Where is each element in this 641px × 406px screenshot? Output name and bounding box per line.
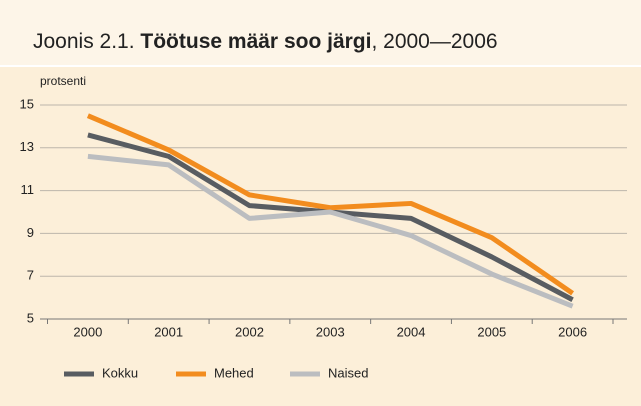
y-tick-label: 5 — [27, 310, 34, 325]
x-tick-label: 2003 — [316, 324, 345, 339]
y-tick-label: 7 — [27, 268, 34, 283]
series-line — [86, 113, 575, 296]
series-line — [87, 153, 574, 309]
title-band — [0, 0, 641, 66]
title-part: Joonis 2.1. — [33, 30, 140, 53]
y-tick-label: 9 — [27, 225, 34, 240]
legend-label: Naised — [328, 365, 368, 380]
y-tick-label: 15 — [20, 96, 34, 111]
y-tick-label: 11 — [21, 182, 35, 197]
x-tick-label: 2004 — [397, 324, 426, 339]
legend-label: Kokku — [102, 365, 138, 380]
x-tick-label: 2002 — [235, 324, 264, 339]
title-part: , 2000—2006 — [371, 30, 497, 53]
y-axis-label: protsenti — [40, 74, 86, 88]
title-part: Töötuse määr soo järgi — [140, 30, 371, 53]
x-tick-label: 2006 — [558, 324, 587, 339]
y-tick-label: 13 — [20, 139, 34, 154]
x-tick-label: 2000 — [73, 324, 102, 339]
x-tick-label: 2001 — [154, 324, 183, 339]
chart-title: Joonis 2.1. Töötuse määr soo järgi, 2000… — [33, 30, 498, 53]
x-tick-label: 2005 — [477, 324, 506, 339]
legend-label: Mehed — [214, 365, 254, 380]
